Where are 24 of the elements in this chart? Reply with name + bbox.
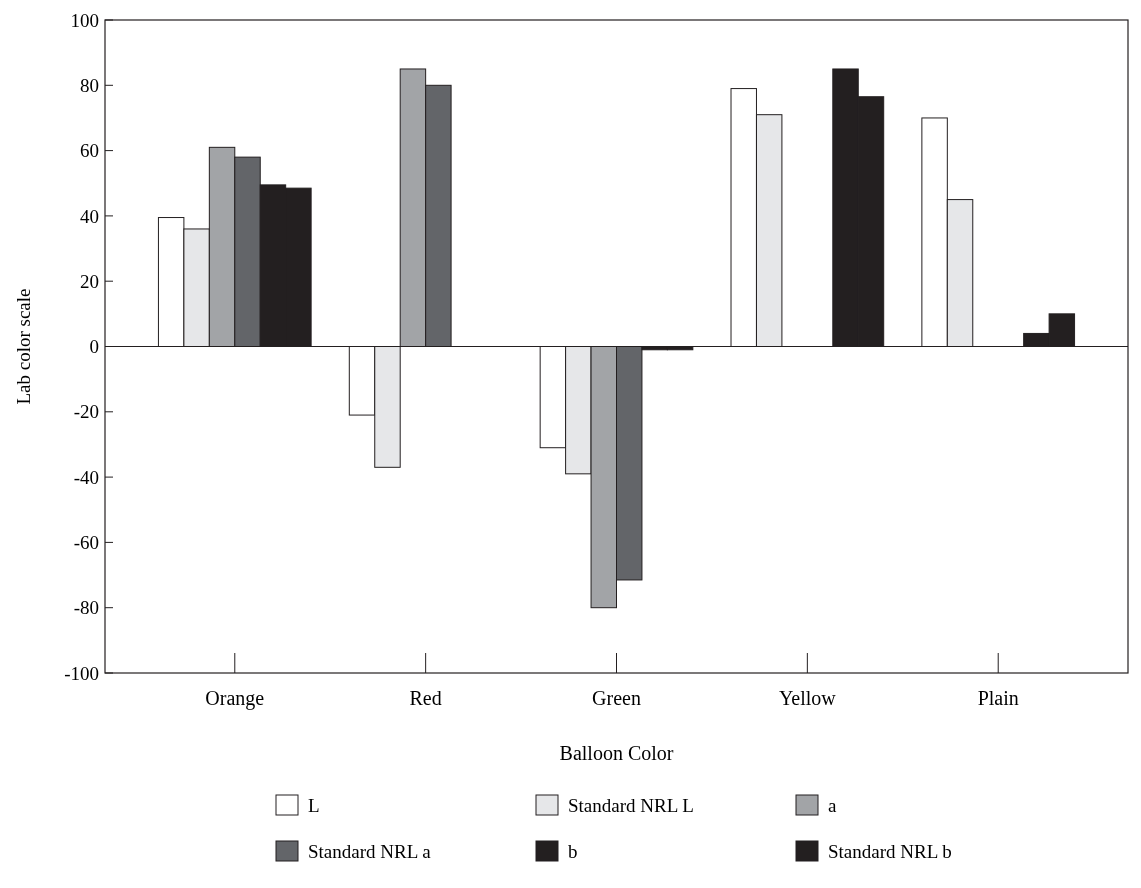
y-tick-label: 0 (89, 336, 99, 358)
y-tick-label: -60 (73, 532, 99, 554)
x-tick-label: Green (592, 687, 641, 709)
legend-label: Standard NRL a (308, 840, 432, 862)
y-tick-label: 20 (80, 270, 99, 292)
y-tick-label: 80 (80, 74, 99, 96)
legend-label: Standard NRL b (828, 840, 952, 862)
y-tick-label: 40 (80, 205, 99, 227)
y-tick-label: -80 (73, 597, 99, 619)
legend-label: b (568, 840, 578, 862)
legend-label: L (308, 794, 320, 816)
x-tick-label: Plain (977, 687, 1019, 709)
y-tick-label: -40 (73, 466, 99, 488)
y-axis-title: Lab color scale (13, 288, 34, 405)
legend-label: Standard NRL L (568, 794, 694, 816)
y-tick-label: -100 (64, 662, 99, 684)
legend-label: a (828, 794, 837, 816)
x-axis-title: Balloon Color (559, 742, 674, 764)
y-tick-label: 100 (70, 9, 99, 31)
y-tick-label: 60 (80, 140, 99, 162)
x-tick-label: Red (409, 687, 442, 709)
y-tick-label: -20 (73, 401, 99, 423)
x-tick-label: Orange (205, 687, 265, 710)
x-tick-label: Yellow (778, 687, 837, 709)
